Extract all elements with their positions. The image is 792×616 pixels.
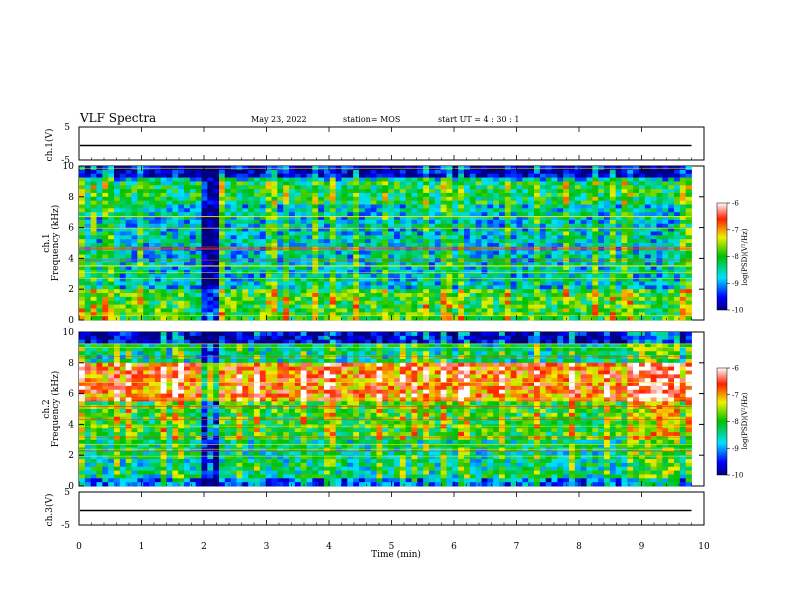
y-tick-label: 6	[68, 390, 74, 400]
y-tick-label: 6	[68, 224, 74, 234]
station-label: station= MOS	[343, 115, 400, 124]
colorbar-tick-label: -7	[732, 391, 739, 399]
x-tick-label: 3	[264, 542, 270, 552]
colorbar-tick-label: -9	[732, 280, 739, 288]
x-tick-label: 10	[698, 542, 710, 552]
ch2-spectrogram-image	[79, 332, 692, 486]
ch1-colorbar: -6 -7 -8 -9 -10 log(PSD)(V²/Hz)	[717, 200, 749, 315]
y-tick-label: -5	[61, 156, 70, 166]
colorbar-tick-label: -10	[732, 472, 743, 480]
x-tick-label: 6	[451, 542, 457, 552]
x-tick-label: 7	[514, 542, 520, 552]
y-tick-label: 8	[68, 359, 74, 369]
ch2-spectrogram-panel	[79, 332, 704, 486]
x-tick-label: 1	[139, 542, 145, 552]
x-tick-label: 9	[639, 542, 645, 552]
y-tick-label: 5	[64, 123, 70, 133]
ch1-spectrogram-image	[79, 166, 692, 320]
y-tick-label: 4	[68, 420, 74, 430]
colorbar-tick-label: -6	[732, 365, 739, 373]
ch2-colorbar-label: log(PSD)(V²/Hz)	[741, 392, 749, 449]
colorbar-tick-label: -9	[732, 445, 739, 453]
ch2-colorbar: -6 -7 -8 -9 -10 log(PSD)(V²/Hz)	[717, 365, 749, 480]
x-tick-label: 8	[576, 542, 582, 552]
colorbar-tick-label: -8	[732, 418, 739, 426]
x-tick-label: 2	[201, 542, 207, 552]
ch1-waveform-ylabel: ch.1(V)	[44, 129, 55, 162]
ch1-spectrogram-panel	[79, 166, 704, 320]
y-tick-label: 5	[64, 488, 70, 498]
x-tick-label: 4	[326, 542, 332, 552]
y-tick-label: 2	[68, 451, 74, 461]
y-tick-label: -5	[61, 521, 70, 531]
ch1-colorbar-scale	[717, 203, 727, 310]
colorbar-tick-label: -6	[732, 200, 739, 208]
ch3-waveform-ylabel: ch.3(V)	[44, 494, 55, 527]
ch1-colorbar-label: log(PSD)(V²/Hz)	[741, 228, 749, 285]
y-tick-label: 0	[68, 316, 74, 326]
y-tick-label: 8	[68, 193, 74, 203]
start-time-label: start UT = 4 : 30 : 1	[438, 115, 519, 124]
ch1-spectrogram-ylabel: ch.1Frequency (kHz)	[42, 205, 61, 282]
ch2-colorbar-scale	[717, 368, 727, 475]
colorbar-tick-label: -10	[732, 307, 743, 315]
y-tick-label: 2	[68, 285, 74, 295]
x-axis-label: Time (min)	[371, 549, 421, 560]
figure-title: VLF Spectra	[79, 111, 156, 125]
y-tick-label: 10	[63, 328, 75, 338]
date-label: May 23, 2022	[251, 115, 307, 124]
y-tick-label: 4	[68, 254, 74, 264]
colorbar-tick-label: -7	[732, 226, 739, 234]
colorbar-tick-label: -8	[732, 253, 739, 261]
ch2-spectrogram-ylabel: ch.2Frequency (kHz)	[42, 371, 61, 448]
x-tick-label: 0	[76, 542, 82, 552]
